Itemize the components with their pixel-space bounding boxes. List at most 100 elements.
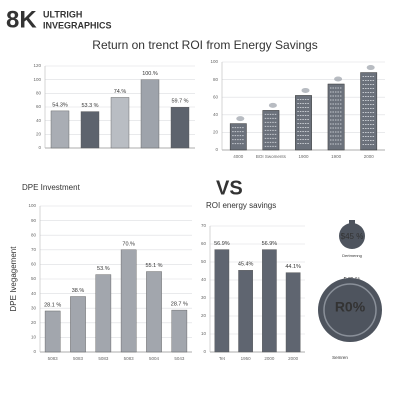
smoke — [268, 102, 277, 108]
logo: 8K — [6, 6, 37, 33]
bar — [238, 270, 253, 353]
y-tick-label: 0 — [215, 147, 218, 152]
y-tick-label: 100 — [28, 203, 36, 208]
value-label: 28.7 % — [171, 302, 188, 308]
bar — [70, 296, 86, 353]
badge — [339, 223, 365, 249]
y-tick-label: 50 — [31, 276, 37, 281]
y-tick-label: 30 — [31, 305, 37, 310]
value-label: 56.9% — [214, 241, 230, 247]
value-label: 74.% — [114, 89, 127, 95]
x-tick-label: 5004 — [149, 356, 160, 361]
x-tick-label: 5043 — [174, 356, 185, 361]
vs-label: VS — [216, 177, 243, 199]
y-tick-label: 80 — [36, 91, 42, 96]
x-tick-label: 4000 — [233, 154, 244, 159]
y-tick-label: 40 — [201, 277, 207, 282]
y-tick-label: 60 — [31, 262, 37, 267]
value-label: 45.4% — [238, 262, 254, 268]
x-tick-label: 5083 — [48, 356, 59, 361]
value-label: 56.9% — [262, 241, 278, 247]
x-tick-label: 1900 — [331, 154, 342, 159]
y-tick-label: 50 — [201, 259, 207, 264]
value-label: 55.1 % — [145, 263, 162, 269]
y-tick-label: 120 — [33, 63, 41, 68]
y-tick-label: 40 — [31, 291, 37, 296]
x-tick-label: 2000 — [288, 356, 299, 361]
roi-label: R0% — [335, 299, 366, 315]
y-tick-label: 20 — [213, 130, 219, 135]
brand-line: INVEGRAPHICS — [43, 20, 112, 30]
building — [360, 72, 378, 151]
chart-title: DPE Investment — [22, 183, 81, 192]
value-label: 53.% — [97, 266, 110, 272]
annotation: Semren — [332, 355, 348, 360]
bar — [262, 249, 277, 353]
y-tick-label: 30 — [201, 295, 207, 300]
y-tick-label: 60 — [36, 104, 42, 109]
y-tick-label: 70 — [31, 247, 37, 252]
badge-caption: Dertmenng — [342, 253, 362, 258]
y-tick-label: 0 — [33, 349, 36, 354]
y-tick-label: 20 — [201, 313, 207, 318]
y-tick-label: 0 — [203, 349, 206, 354]
x-tick-label: 5083 — [124, 356, 135, 361]
value-label: 59.7 % — [171, 99, 188, 105]
x-tick-label: 5083 — [73, 356, 84, 361]
y-tick-label: 80 — [31, 232, 37, 237]
bar — [44, 310, 61, 353]
y-tick-label: 40 — [36, 118, 42, 123]
y-tick-label: 40 — [213, 112, 219, 117]
bar — [120, 249, 137, 353]
chart-title: ROI energy savings — [206, 201, 276, 210]
value-label: 54.3% — [52, 102, 68, 108]
value-label: 70.% — [122, 241, 135, 247]
y-tick-label: 10 — [31, 335, 37, 340]
y-tick-label: 60 — [201, 241, 207, 246]
smoke — [334, 76, 343, 82]
bar — [110, 97, 130, 149]
y-axis-label: DPE Ivegagement — [9, 246, 18, 312]
y-tick-label: 20 — [36, 132, 42, 137]
bar — [170, 107, 190, 149]
value-label: 28.1 % — [44, 302, 61, 308]
y-tick-label: 80 — [213, 77, 219, 82]
bar — [171, 309, 188, 353]
x-tick-label: Tet — [219, 356, 226, 361]
y-tick-label: 90 — [31, 218, 37, 223]
x-tick-label: 5083 — [98, 356, 109, 361]
brand-line: ULTRIGH — [43, 9, 82, 19]
y-tick-label: 100 — [210, 59, 218, 64]
bar — [50, 110, 70, 149]
bar — [140, 79, 160, 149]
x-tick-label: 1950 — [241, 356, 252, 361]
bar — [95, 274, 112, 353]
bar — [214, 249, 230, 353]
smoke — [301, 87, 310, 93]
badge-cap — [349, 220, 355, 224]
y-tick-label: 0 — [38, 145, 41, 150]
y-tick-label: 70 — [201, 223, 207, 228]
bar — [146, 271, 162, 353]
y-tick-label: 20 — [31, 320, 37, 325]
roi-ring — [323, 283, 377, 337]
bar — [80, 111, 100, 149]
y-tick-label: 10 — [201, 331, 207, 336]
smoke — [236, 116, 245, 122]
badge-label: $45 % — [341, 232, 364, 241]
page-title: Return on trenct ROI from Energy Savings — [92, 38, 317, 52]
value-label: 44.1% — [285, 264, 301, 270]
value-label: 38.% — [72, 288, 85, 294]
value-label: 53.3 % — [81, 103, 98, 109]
building — [295, 95, 312, 151]
x-tick-label: BOI Swoments — [256, 154, 287, 159]
y-tick-label: 60 — [213, 94, 219, 99]
x-tick-label: 2000 — [364, 154, 375, 159]
value-label: 100.% — [142, 71, 158, 77]
y-tick-label: 100 — [33, 77, 41, 82]
smoke — [366, 65, 375, 71]
x-tick-label: 2000 — [264, 356, 275, 361]
roi-disc — [318, 278, 382, 342]
x-tick-label: 1900 — [298, 154, 309, 159]
